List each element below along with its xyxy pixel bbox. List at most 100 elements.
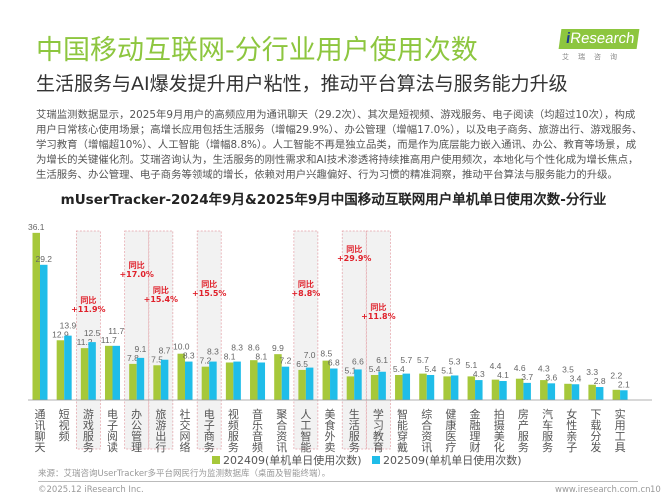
highlight-box bbox=[75, 230, 101, 450]
data-label: 11.7 bbox=[108, 326, 124, 336]
x-tick-label: 下载分发 bbox=[590, 408, 601, 454]
page-subtitle: 生活服务与AI爆发提升用户粘性，推动平台算法与服务能力升级 bbox=[36, 73, 568, 95]
bar-2024 bbox=[274, 354, 282, 400]
data-label: 8.7 bbox=[159, 345, 171, 355]
x-tick-label: 女性亲子 bbox=[566, 407, 577, 454]
data-label: 4.1 bbox=[497, 370, 509, 380]
data-label: 3.4 bbox=[570, 373, 582, 383]
x-tick-label: 美食外卖 bbox=[325, 408, 336, 454]
yoy-value: +15.5% bbox=[192, 289, 226, 298]
x-tick-label: 实用工具 bbox=[615, 407, 626, 454]
data-label: 5.7 bbox=[400, 355, 412, 365]
copyright: ©2025.12 iResearch Inc. bbox=[38, 485, 144, 495]
x-tick-label: 电子商务 bbox=[204, 408, 215, 454]
bar-2024 bbox=[443, 376, 451, 400]
bar-2025 bbox=[257, 362, 266, 400]
bar-2025 bbox=[305, 367, 314, 400]
bar-2024 bbox=[153, 365, 161, 400]
paragraph-line: 用户日常核心使用场景；高增长应用包括生活服务（增幅29.9%）、办公管理（增幅1… bbox=[36, 124, 643, 136]
bar-2024 bbox=[298, 369, 306, 400]
x-tick-label: 短视频 bbox=[59, 407, 70, 443]
bar-2024 bbox=[250, 360, 258, 400]
data-label: 5.4 bbox=[369, 364, 381, 374]
data-label: 12.5 bbox=[84, 328, 101, 338]
x-tick-label: 健康医疗 bbox=[445, 408, 456, 454]
data-label: 5.4 bbox=[425, 364, 437, 374]
data-label: 3.3 bbox=[586, 367, 598, 377]
data-label: 7.5 bbox=[151, 354, 163, 364]
data-label: 13.9 bbox=[60, 320, 77, 330]
legend-label: 202509(单机单日使用次数) bbox=[383, 454, 522, 467]
data-label: 8.3 bbox=[231, 342, 243, 352]
yoy-value: +8.8% bbox=[291, 289, 320, 298]
source-note: 来源：艾瑞咨询UserTracker多平台网民行为监测数据库（桌面及智能终端）。 bbox=[38, 469, 331, 479]
data-label: 11.7 bbox=[101, 335, 117, 345]
bar-2025 bbox=[330, 368, 338, 400]
data-label: 3.7 bbox=[521, 372, 533, 382]
x-tick-label: 电子阅读 bbox=[107, 408, 118, 454]
data-label: 4.3 bbox=[473, 369, 485, 379]
paragraph-line: 为增长的关键催化剂。艾瑞咨询认为，生活服务的刚性需求和AI技术渗透将持续推高用户… bbox=[36, 154, 639, 166]
data-label: 6.6 bbox=[352, 356, 364, 366]
data-label: 5.4 bbox=[393, 364, 405, 374]
bar-2025 bbox=[595, 387, 604, 400]
data-label: 6.5 bbox=[296, 359, 308, 369]
data-label: 3.6 bbox=[545, 372, 557, 382]
yoy-label: 同比 bbox=[298, 279, 314, 289]
data-label: 7.0 bbox=[304, 350, 316, 360]
x-tick-label: 办公管理 bbox=[131, 408, 142, 454]
x-tick-label: 社交网络 bbox=[180, 407, 191, 454]
data-label: 6.8 bbox=[328, 358, 340, 368]
yoy-value: +11.8% bbox=[361, 312, 395, 321]
bar-2025 bbox=[571, 384, 580, 400]
data-label: 8.1 bbox=[255, 351, 267, 361]
data-label: 3.5 bbox=[562, 364, 574, 374]
yoy-value: +15.4% bbox=[144, 295, 178, 304]
yoy-label: 同比 bbox=[370, 302, 386, 312]
x-tick-label: 游戏服务 bbox=[83, 408, 94, 454]
bar-2025 bbox=[378, 371, 386, 400]
bar-2025 bbox=[40, 264, 48, 400]
data-label: 4.6 bbox=[514, 363, 526, 373]
bar-2024 bbox=[515, 378, 524, 400]
bar-2025 bbox=[475, 380, 483, 400]
bar-2024 bbox=[201, 366, 210, 400]
data-label: 9.9 bbox=[272, 343, 284, 353]
bar-2024 bbox=[491, 379, 500, 400]
legend-swatch bbox=[372, 456, 380, 464]
data-label: 36.1 bbox=[28, 222, 45, 232]
summary-paragraph: 艾瑞监测数据显示，2025年9月用户的高频应用为通讯聊天（29.2次）、其次是短… bbox=[36, 108, 656, 183]
x-tick-label: 旅游出行 bbox=[155, 407, 166, 454]
data-label: 5.3 bbox=[449, 356, 461, 366]
bar-2025 bbox=[88, 342, 96, 400]
bar-2025 bbox=[523, 382, 531, 400]
x-tick-label: 学习教育 bbox=[373, 407, 384, 454]
bar-2024 bbox=[419, 373, 427, 400]
data-label: 8.5 bbox=[320, 349, 332, 359]
x-tick-label: 生活服务 bbox=[349, 407, 360, 454]
bar-2025 bbox=[209, 361, 217, 400]
bar-2025 bbox=[281, 366, 290, 400]
data-label: 2.2 bbox=[610, 370, 622, 380]
data-label: 7.8 bbox=[127, 353, 139, 363]
data-label: 2.8 bbox=[594, 376, 606, 386]
paragraph-line: 学习教育（增幅超10%）、人工智能（增幅8.8%）。人工智能不再是独立品类，而是… bbox=[36, 139, 637, 151]
x-tick-label: 通讯聊天 bbox=[35, 408, 46, 454]
bar-2024 bbox=[32, 232, 40, 400]
data-label: 7.2 bbox=[200, 356, 212, 366]
bar-2025 bbox=[160, 359, 169, 400]
bar-2024 bbox=[105, 345, 113, 400]
data-label: 2.1 bbox=[618, 379, 630, 389]
yoy-label: 同比 bbox=[153, 285, 169, 295]
data-label: 7.2 bbox=[280, 356, 292, 366]
bar-2024 bbox=[56, 340, 65, 400]
bar-2025 bbox=[426, 374, 435, 400]
bar-2025 bbox=[185, 361, 193, 400]
bar-2025 bbox=[64, 335, 72, 400]
x-tick-label: 房产服务 bbox=[518, 408, 529, 454]
yoy-value: +29.9% bbox=[337, 254, 371, 263]
website-link[interactable]: www.iresearch.com.cn bbox=[555, 485, 651, 495]
bar-2025 bbox=[402, 373, 411, 400]
legend-swatch bbox=[212, 456, 220, 464]
data-label: 10.0 bbox=[173, 342, 190, 352]
